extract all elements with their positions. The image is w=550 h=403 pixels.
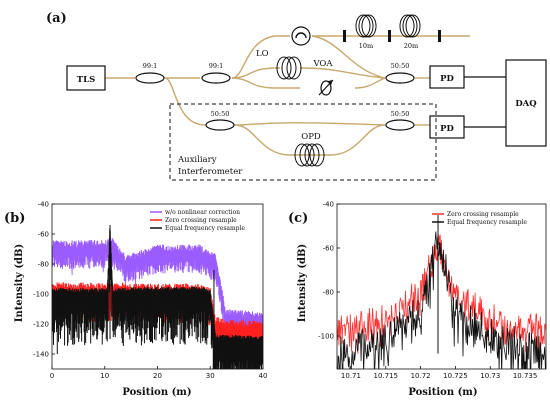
x-tick-label: 40 <box>259 372 268 380</box>
panel-b-plot-area <box>52 225 263 369</box>
aux-title-line2: Interferometer <box>178 167 243 177</box>
x-tick-label: 10.71 <box>341 372 361 380</box>
voa-arrowhead <box>328 80 333 85</box>
panel-b-label: (b) <box>4 211 25 226</box>
panel-b-chart: (b) 0 10 20 30 40 -40 -60 -80 -100 -120 -140 Posit… <box>4 201 267 399</box>
opd-label: OPD <box>301 132 321 142</box>
legend-entry: Equal frequency resample <box>447 219 527 226</box>
coupler-99-1-second <box>201 72 231 84</box>
fiber-to-aux <box>164 77 206 126</box>
x-tick-label: 10.725 <box>443 372 468 380</box>
panel-c-axes: 10.71 10.715 10.72 10.725 10.73 10.735 -40 -60 -… <box>318 201 547 380</box>
y-tick-label: -80 <box>323 289 334 297</box>
panel-a-label: (a) <box>46 11 67 26</box>
y-tick-label: -40 <box>38 201 49 209</box>
coupler-50-50-out <box>385 72 415 84</box>
legend-entry: Zero crossing resample <box>447 211 519 218</box>
opd-coil-icon <box>294 143 325 167</box>
connector-2 <box>388 30 391 42</box>
aux-title-line1: Auxiliary <box>177 155 217 165</box>
aux-interferometer-box <box>169 103 437 181</box>
pd-bottom-label: PD <box>440 124 454 134</box>
coupler-99-1-first <box>135 72 165 84</box>
daq-label: DAQ <box>515 99 537 109</box>
connector-3 <box>438 30 441 42</box>
aux-coupler1-label: 50:50 <box>211 110 230 118</box>
y-tick-label: -140 <box>33 351 49 359</box>
y-tick-label: -100 <box>318 333 334 341</box>
x-tick-label: 10.715 <box>374 372 399 380</box>
aux-coupler-2 <box>385 119 415 131</box>
daq-box <box>505 59 547 147</box>
panel-c-plot-area <box>337 215 546 369</box>
fiber-paths <box>105 35 470 156</box>
x-tick-label: 10.735 <box>513 372 538 380</box>
fiber-coil-10m-icon <box>355 14 377 38</box>
x-tick-label: 10.73 <box>480 372 500 380</box>
fiber1-label: 10m <box>359 42 373 50</box>
coupler-out-label: 50:50 <box>391 62 410 70</box>
circulator-icon <box>291 26 311 46</box>
fiber-voa-in <box>231 77 300 89</box>
x-tick-label: 10 <box>100 372 109 380</box>
tls-box <box>66 65 106 91</box>
coupler1-label: 99:1 <box>143 62 158 70</box>
voa-label: VOA <box>312 59 333 69</box>
coupler2-label: 99:1 <box>209 62 224 70</box>
aux-coupler-1 <box>205 119 235 131</box>
fiber-aux-upper <box>234 122 386 126</box>
fiber-lo-in <box>231 67 280 79</box>
series-line-1 <box>337 231 546 369</box>
y-tick-label: -60 <box>38 231 49 239</box>
panel-c-label: (c) <box>288 211 308 226</box>
y-tick-label: -60 <box>323 245 334 253</box>
panel-c-ylabel: Intensity (dB) <box>297 244 308 322</box>
pd-top-label: PD <box>440 74 454 84</box>
tls-label: TLS <box>77 75 95 85</box>
panel-c-xlabel: Position (m) <box>408 387 477 398</box>
y-tick-label: -40 <box>323 201 334 209</box>
c-plot-traces <box>337 215 546 369</box>
circulator-arrow <box>295 32 307 39</box>
panel-b-xlabel: Position (m) <box>122 387 191 398</box>
legend-entry: w/o nonlinear correction <box>165 209 240 216</box>
fiber-circulator-out <box>311 35 386 79</box>
fiber-circulator-in <box>231 35 290 79</box>
lo-coil-icon <box>276 56 302 80</box>
fiber-lo-out <box>299 67 386 79</box>
y-tick-label: -100 <box>33 291 49 299</box>
panel-b-axes: 0 10 20 30 40 -40 -60 -80 -100 -120 -140 <box>33 201 267 381</box>
fiber2-label: 20m <box>404 42 418 50</box>
lo-label: LO <box>256 49 269 59</box>
panel-b-ylabel: Intensity (dB) <box>14 244 25 322</box>
x-tick-label: 30 <box>206 372 215 380</box>
legend-entry: Zero crossing resample <box>165 217 237 224</box>
legend-entry: Equal frequency resample <box>165 225 245 232</box>
panel-a-setup-diagram: (a) TLS 99:1 99:1 50:50 <box>46 11 547 181</box>
fiber-coil-20m-icon <box>399 14 421 38</box>
plot-frame <box>336 203 547 370</box>
y-tick-label: -120 <box>33 321 49 329</box>
x-tick-label: 10.72 <box>411 372 431 380</box>
connector-1 <box>343 30 346 42</box>
panel-c-chart: (c) 10.71 10.715 10.72 10.725 10.73 10.735 -40… <box>288 201 547 398</box>
b-plot-traces <box>52 225 263 369</box>
y-tick-label: -80 <box>38 261 49 269</box>
x-tick-label: 0 <box>50 372 54 380</box>
x-tick-label: 20 <box>153 372 162 380</box>
series-line-0 <box>337 234 546 359</box>
fiber-voa-out <box>354 77 386 89</box>
aux-coupler2-label: 50:50 <box>391 110 410 118</box>
